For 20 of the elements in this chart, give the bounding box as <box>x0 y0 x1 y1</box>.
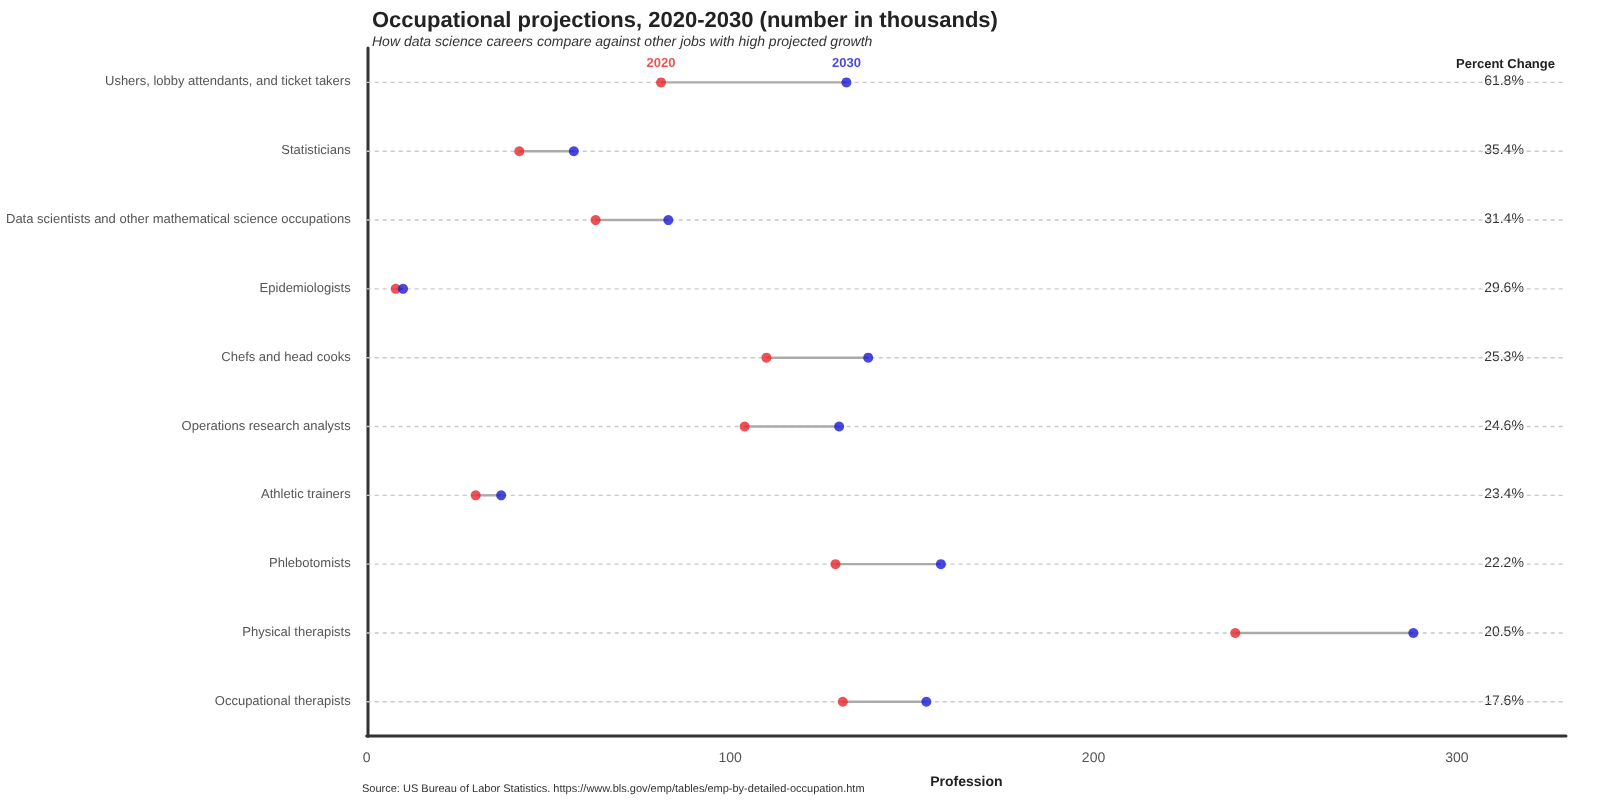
point <box>514 146 525 157</box>
point <box>837 696 848 707</box>
point <box>656 77 667 88</box>
point <box>841 77 852 88</box>
point <box>739 421 750 432</box>
point <box>1230 627 1241 638</box>
point <box>863 352 874 363</box>
point <box>830 559 841 570</box>
point <box>496 490 507 501</box>
point <box>568 146 579 157</box>
point <box>470 490 481 501</box>
point <box>761 352 772 363</box>
point <box>663 215 674 226</box>
point <box>398 283 409 294</box>
point <box>1408 627 1419 638</box>
point <box>935 559 946 570</box>
point <box>590 215 601 226</box>
point <box>834 421 845 432</box>
chart-title: Occupational projections, 2020-2030 (number in thousands) <box>372 9 999 33</box>
point <box>921 696 932 707</box>
